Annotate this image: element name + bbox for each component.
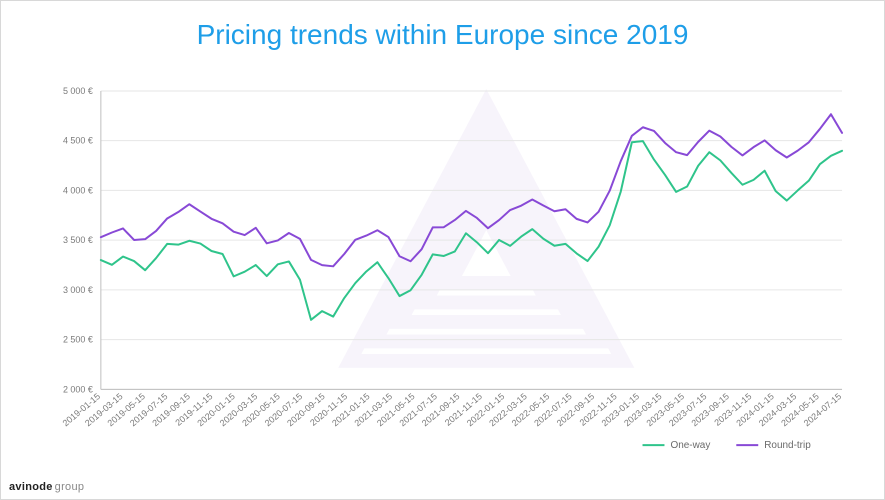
chart-area: 2 000 € 2 500 € 3 000 € 3 500 € 4 000 € 4 500… <box>41 81 854 459</box>
svg-text:3 500 €: 3 500 € <box>63 235 93 245</box>
svg-text:4 000 €: 4 000 € <box>63 185 93 195</box>
svg-text:3 000 €: 3 000 € <box>63 285 93 295</box>
svg-text:2 500 €: 2 500 € <box>63 335 93 345</box>
chart-panel: Pricing trends within Europe since 2019 … <box>0 0 885 500</box>
svg-text:5 000 €: 5 000 € <box>63 86 93 96</box>
svg-text:One-way: One-way <box>670 440 710 451</box>
logo-suffix: group <box>55 481 85 493</box>
brand-logo: avinodegroup <box>9 481 84 493</box>
svg-text:2 000 €: 2 000 € <box>63 384 93 394</box>
logo-brand: avinode <box>9 481 53 493</box>
line-chart: 2 000 € 2 500 € 3 000 € 3 500 € 4 000 € 4 500… <box>41 81 854 459</box>
chart-title: Pricing trends within Europe since 2019 <box>1 19 884 51</box>
svg-text:4 500 €: 4 500 € <box>63 136 93 146</box>
svg-text:Round-trip: Round-trip <box>764 440 811 451</box>
